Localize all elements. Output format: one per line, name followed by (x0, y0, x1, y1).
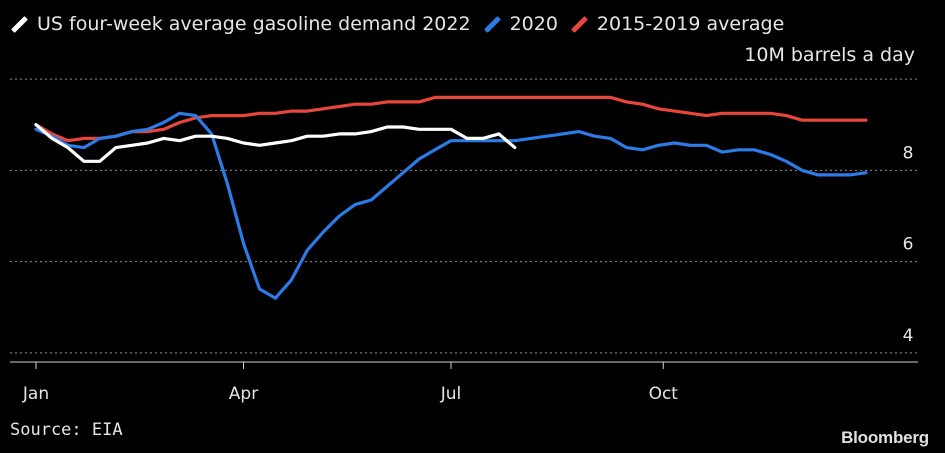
series-line-us-four-week-average-gasoline-demand-2022 (34, 123, 517, 163)
legend-item-2020: 2020 (483, 13, 558, 35)
chart-legend: US four-week average gasoline demand 202… (10, 8, 796, 40)
brand-logo: Bloomberg (841, 428, 929, 447)
source-note: Source: EIA (10, 420, 123, 440)
legend-label-2022: US four-week average gasoline demand 202… (37, 13, 471, 35)
x-tick-label: Jan (22, 384, 49, 404)
y-tick-label: 8 (903, 143, 914, 163)
x-tick-label: Jul (440, 384, 462, 404)
y-tick-label: 4 (903, 326, 914, 346)
x-tick-label: Oct (649, 384, 679, 404)
y-tick-label: 6 (903, 235, 914, 255)
y-axis-unit-label: 10M barrels a day (744, 44, 915, 66)
x-tick-label: Apr (229, 384, 258, 404)
series-line-2020 (34, 111, 868, 300)
legend-item-2022: US four-week average gasoline demand 202… (10, 13, 471, 35)
legend-label-average: 2015-2019 average (596, 13, 785, 35)
legend-item-average: 2015-2019 average (570, 13, 784, 35)
series-line-2015-2019-average (34, 95, 868, 143)
legend-label-2020: 2020 (509, 13, 558, 35)
